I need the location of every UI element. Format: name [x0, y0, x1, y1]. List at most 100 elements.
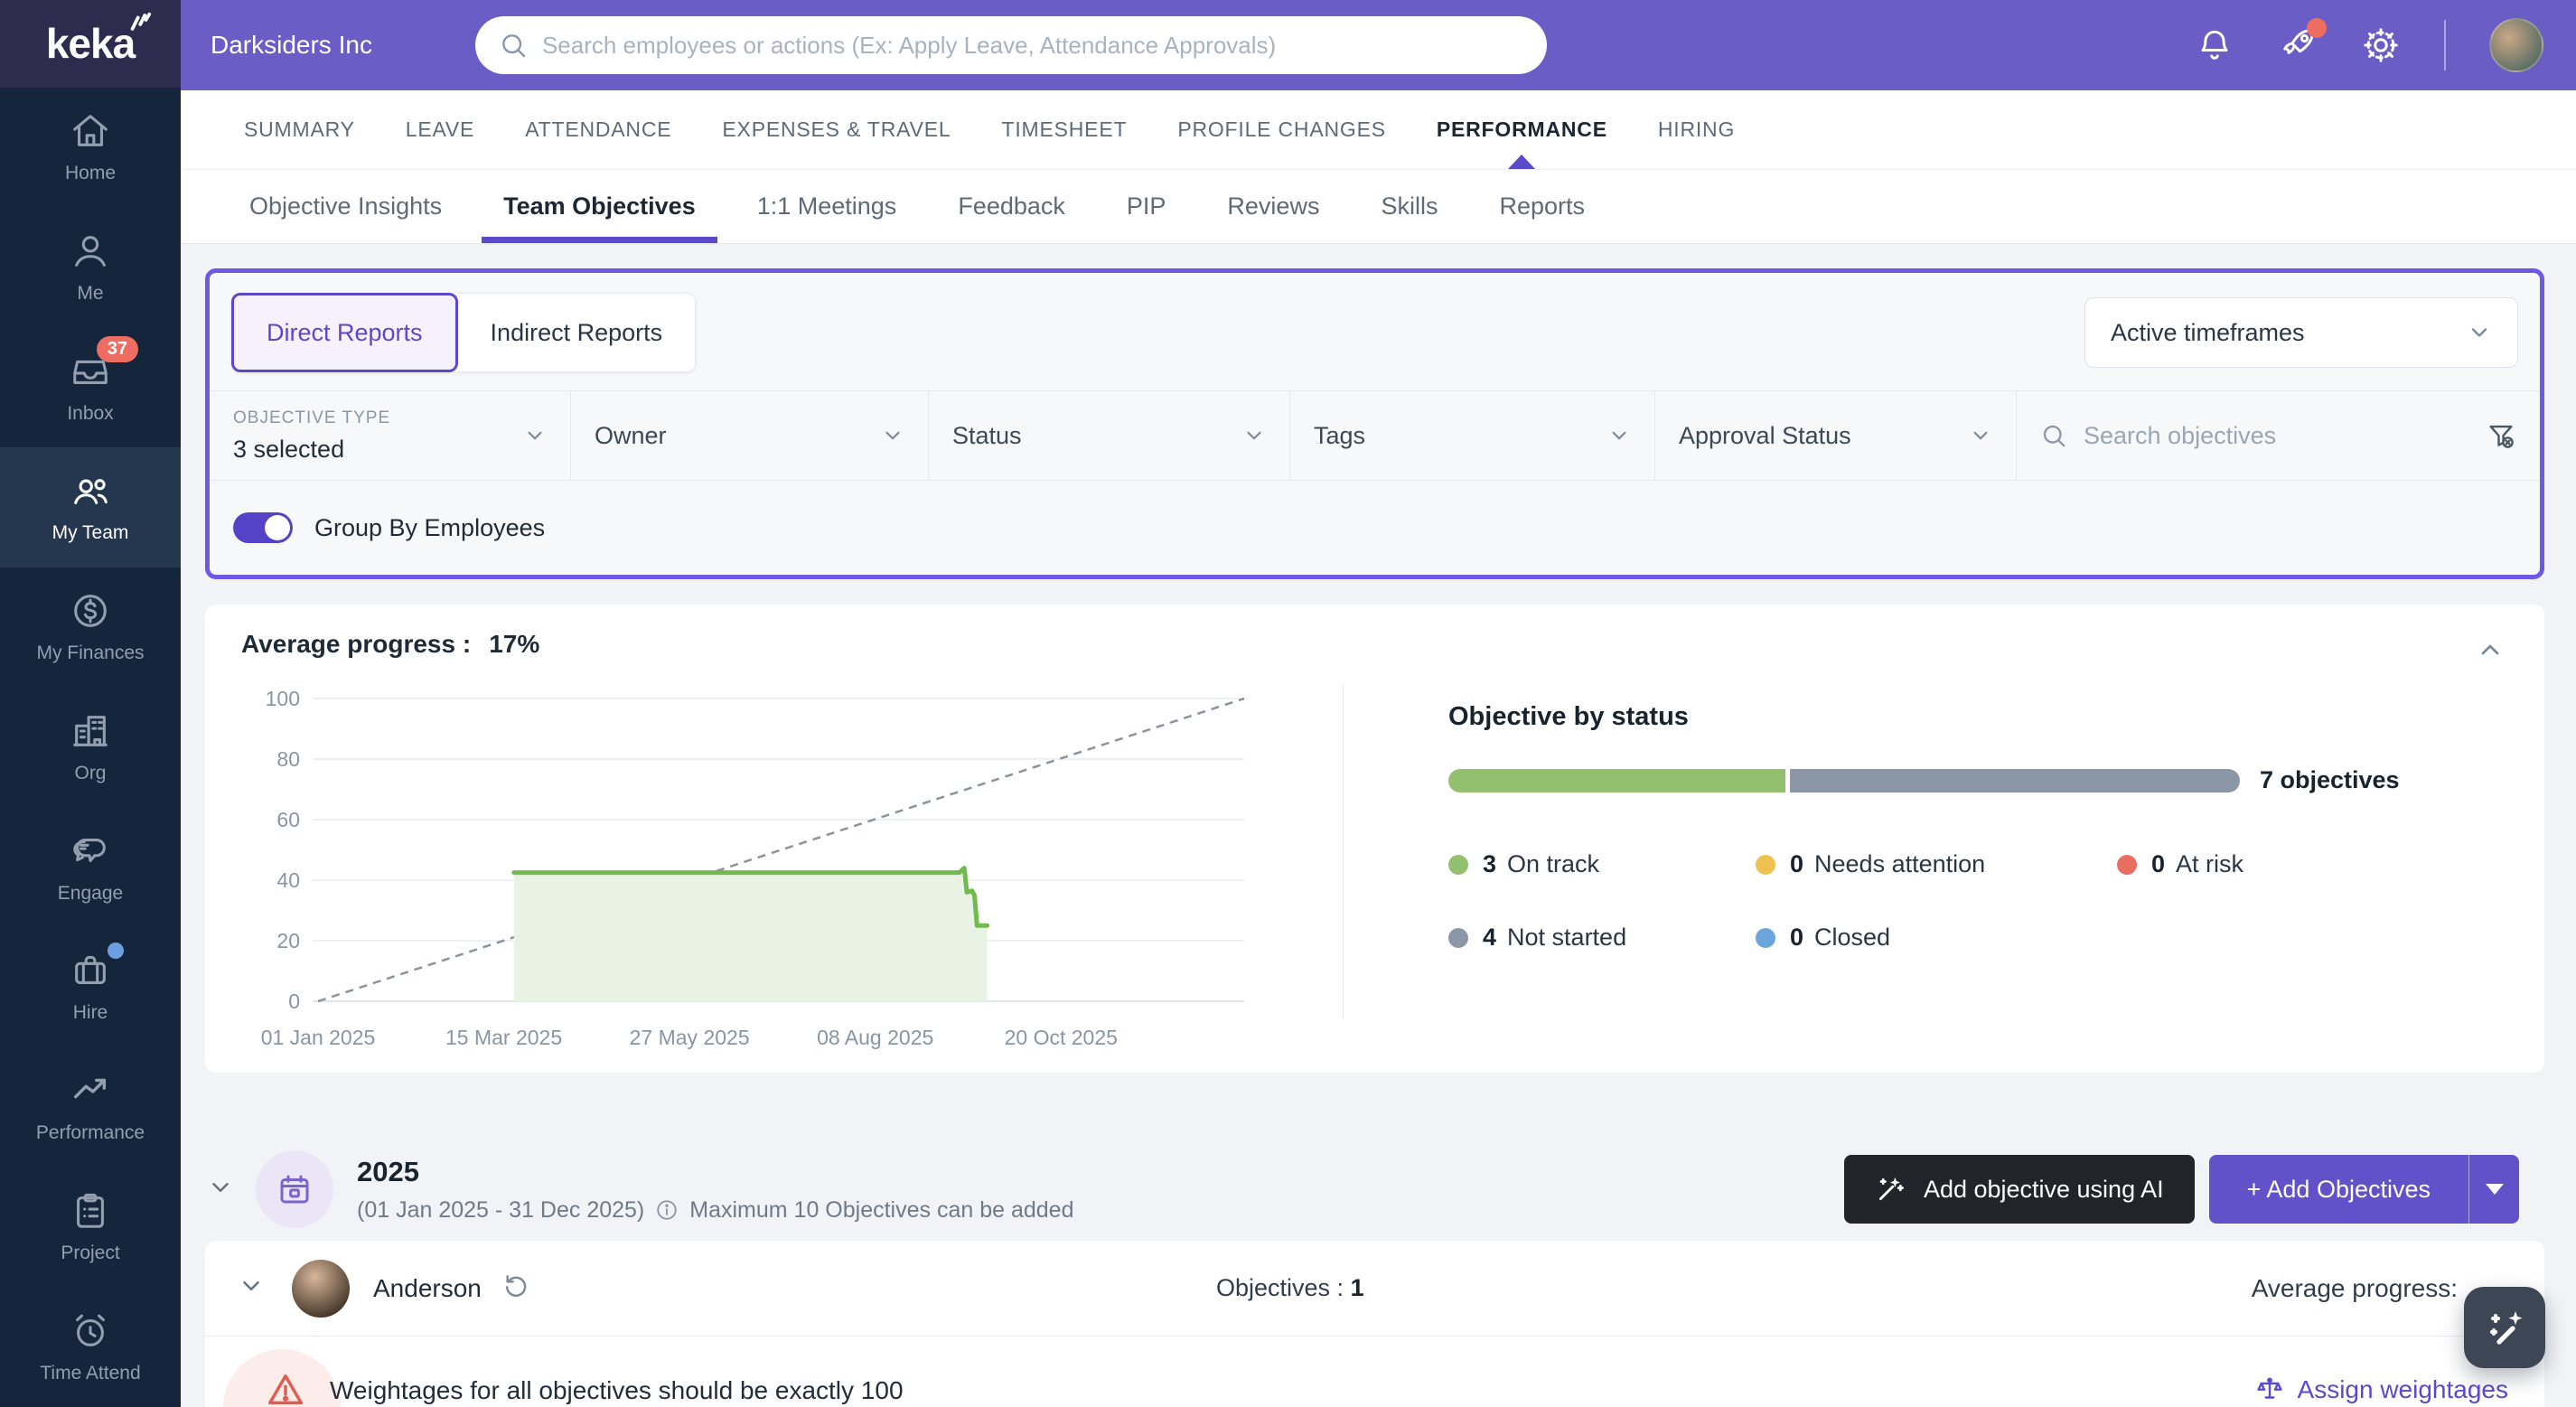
inbox-icon: 37 — [70, 351, 111, 392]
status-legend: 3 On track 0 Needs attention 0 — [1448, 850, 2508, 952]
svg-text:01 Jan 2025: 01 Jan 2025 — [261, 1026, 376, 1049]
legend-item-needs-attention: 0 Needs attention — [1756, 850, 2117, 878]
bell-icon[interactable] — [2195, 25, 2234, 65]
subtab-reports[interactable]: Reports — [1468, 170, 1616, 243]
sidebar-item-org[interactable]: Org — [0, 688, 181, 808]
weightage-warning-row: Weightages for all objectives should be … — [205, 1337, 2544, 1407]
tab-summary[interactable]: SUMMARY — [219, 90, 380, 169]
indirect-reports-button[interactable]: Indirect Reports — [458, 293, 697, 372]
status-bar — [1448, 769, 2240, 793]
gear-icon[interactable] — [2361, 25, 2401, 65]
group-by-label: Group By Employees — [314, 514, 545, 542]
tab-leave[interactable]: LEAVE — [380, 90, 500, 169]
add-objectives-dropdown-button[interactable] — [2468, 1155, 2519, 1224]
tab-profile-changes[interactable]: PROFILE CHANGES — [1152, 90, 1411, 169]
svg-text:20 Oct 2025: 20 Oct 2025 — [1005, 1026, 1118, 1049]
subtab-1-1-meetings[interactable]: 1:1 Meetings — [726, 170, 928, 243]
clipboard-icon — [70, 1190, 111, 1232]
tab-timesheet[interactable]: TIMESHEET — [976, 90, 1152, 169]
sidebar-item-my-team[interactable]: My Team — [0, 447, 181, 567]
collapse-year-chevron[interactable] — [207, 1174, 234, 1205]
objectives-total: 7 objectives — [2260, 766, 2400, 794]
user-avatar[interactable] — [2489, 18, 2543, 72]
sidebar-item-engage[interactable]: Engage — [0, 807, 181, 927]
collapse-card-button[interactable] — [2476, 635, 2505, 669]
tab-attendance[interactable]: ATTENDANCE — [500, 90, 697, 169]
subtab-feedback[interactable]: Feedback — [927, 170, 1096, 243]
sidebar-item-home[interactable]: Home — [0, 88, 181, 208]
sidebar-item-inbox[interactable]: 37 Inbox — [0, 327, 181, 447]
employee-card: Anderson Objectives : 1 Average progress… — [205, 1241, 2544, 1407]
subtab-skills[interactable]: Skills — [1350, 170, 1468, 243]
chat-icon — [70, 830, 111, 872]
legend-item-on-track: 3 On track — [1448, 850, 1756, 878]
global-search-input[interactable] — [542, 32, 1523, 60]
group-by-toggle[interactable] — [233, 512, 293, 543]
svg-text:27 May 2025: 27 May 2025 — [630, 1026, 750, 1049]
sidebar-item-hire[interactable]: Hire — [0, 927, 181, 1047]
global-search[interactable] — [475, 16, 1547, 74]
tab-hiring[interactable]: HIRING — [1633, 90, 1760, 169]
objective-type-value: 3 selected — [233, 436, 390, 464]
app-root: keka Home Me 37 Inbox — [0, 0, 2576, 1407]
report-type-switch: Direct Reports Indirect Reports — [231, 293, 696, 372]
sidebar-item-label: Performance — [36, 1122, 145, 1144]
sidebar-item-project[interactable]: Project — [0, 1168, 181, 1288]
employee-row[interactable]: Anderson Objectives : 1 Average progress… — [205, 1241, 2544, 1336]
assign-weightages-link[interactable]: Assign weightages — [2254, 1374, 2508, 1405]
tab-expenses-travel[interactable]: EXPENSES & TRAVEL — [697, 90, 976, 169]
year-note: Maximum 10 Objectives can be added — [689, 1197, 1073, 1224]
average-progress-card: Average progress : 17% 02040608010001 Ja… — [205, 605, 2544, 1073]
objective-status-panel: Objective by status 7 objectives 3 On tr… — [1344, 671, 2508, 1055]
average-progress-title: Average progress : — [241, 630, 471, 659]
subtab-team-objectives[interactable]: Team Objectives — [473, 170, 726, 243]
subtab-reviews[interactable]: Reviews — [1196, 170, 1350, 243]
ai-assistant-fab[interactable] — [2464, 1287, 2545, 1368]
employee-average-progress-label: Average progress: — [2252, 1274, 2458, 1303]
subtab-pip[interactable]: PIP — [1096, 170, 1197, 243]
direct-reports-button[interactable]: Direct Reports — [231, 293, 458, 372]
sidebar-item-label: Home — [65, 163, 116, 184]
filter-panel: Direct Reports Indirect Reports Active t… — [205, 268, 2544, 579]
tags-filter[interactable]: Tags — [1290, 391, 1655, 480]
owner-filter[interactable]: Owner — [571, 391, 929, 480]
main-column: Darksiders Inc S — [181, 0, 2576, 1407]
timeframe-select[interactable]: Active timeframes — [2084, 297, 2518, 368]
clear-filter-icon[interactable] — [2486, 420, 2516, 451]
sidebar-item-label: My Team — [52, 522, 129, 544]
collapse-employee-chevron[interactable] — [238, 1272, 265, 1304]
search-icon — [499, 31, 528, 60]
active-tab-indicator — [1508, 155, 1535, 169]
sidebar-item-performance[interactable]: Performance — [0, 1047, 181, 1168]
building-icon — [70, 710, 111, 752]
svg-text:20: 20 — [276, 929, 300, 952]
magic-wand-icon — [2483, 1306, 2526, 1349]
rocket-notification-dot — [2307, 18, 2327, 38]
briefcase-icon — [70, 950, 111, 991]
active-subtab-underline — [482, 237, 717, 243]
add-objective-ai-button[interactable]: Add objective using AI — [1844, 1155, 2195, 1224]
sidebar-item-me[interactable]: Me — [0, 208, 181, 328]
history-icon[interactable] — [501, 1271, 530, 1305]
status-filter[interactable]: Status — [929, 391, 1290, 480]
objective-type-filter[interactable]: OBJECTIVE TYPE 3 selected — [210, 391, 571, 480]
sidebar-item-label: Time Attend — [40, 1363, 140, 1384]
keka-logo: keka — [0, 0, 181, 88]
add-objectives-split-button: + Add Objectives — [2209, 1155, 2519, 1224]
objective-search-input[interactable] — [2084, 422, 2486, 450]
rocket-icon[interactable] — [2278, 25, 2318, 65]
tab-performance[interactable]: PERFORMANCE — [1411, 90, 1633, 169]
sidebar-item-label: Inbox — [67, 403, 113, 425]
sidebar-item-label: My Finances — [36, 643, 144, 664]
topbar-divider — [2444, 20, 2446, 70]
closed-dot — [1756, 928, 1775, 948]
sidebar-item-my-finances[interactable]: My Finances — [0, 567, 181, 688]
legend-item-closed: 0 Closed — [1756, 924, 2117, 952]
add-objectives-button[interactable]: + Add Objectives — [2209, 1155, 2468, 1224]
magic-wand-icon — [1875, 1174, 1906, 1205]
needs-attention-dot — [1756, 855, 1775, 875]
subtab-objective-insights[interactable]: Objective Insights — [219, 170, 473, 243]
approval-status-filter[interactable]: Approval Status — [1655, 391, 2017, 480]
status-bar-segment-on-track — [1448, 769, 1785, 793]
sidebar-item-time-attend[interactable]: Time Attend — [0, 1287, 181, 1407]
